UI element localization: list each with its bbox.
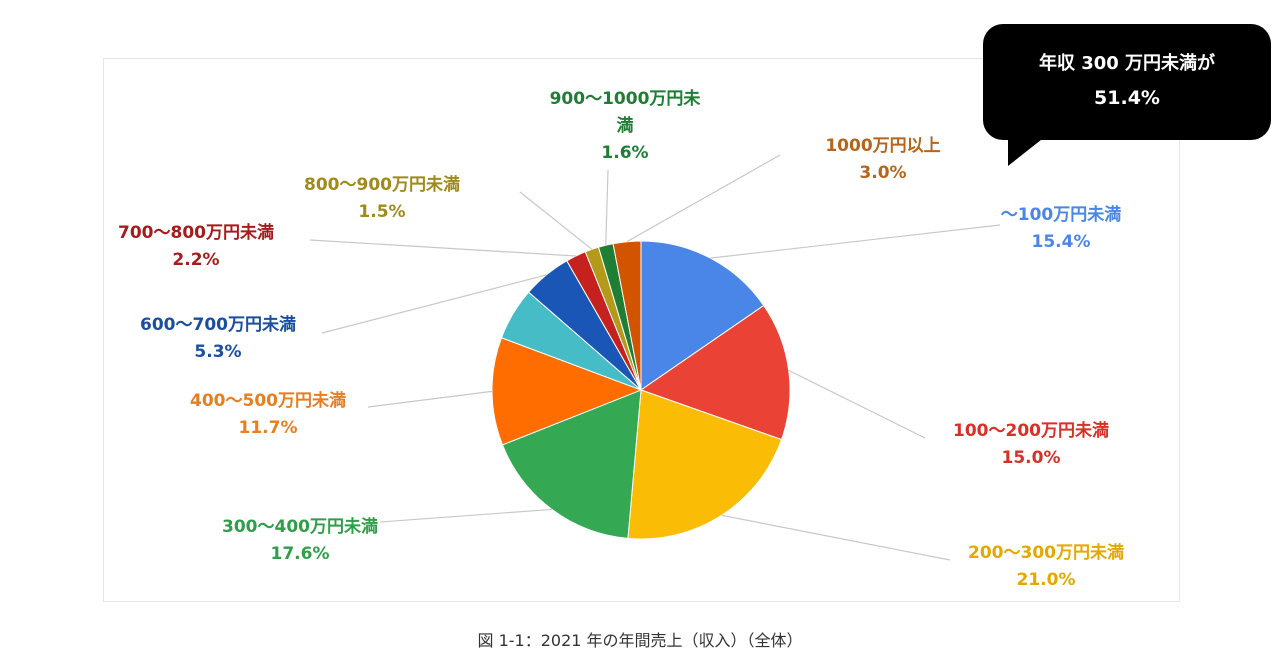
leader-line-9 — [605, 169, 609, 246]
leader-line-3 — [379, 508, 552, 523]
slice-label-10: 1000万円以上 3.0% — [825, 133, 940, 187]
callout-line-1: 年収 300 万円未満が — [1038, 53, 1216, 74]
leader-line-8 — [519, 191, 593, 250]
slice-label-3: 300〜400万円未満 17.6% — [222, 514, 378, 568]
leader-line-0 — [710, 224, 1001, 259]
pie-slice-0 — [640, 240, 765, 391]
slice-label-percent-8: 1.5% — [358, 202, 406, 222]
slice-label-name-4: 400〜500万円未満 — [190, 391, 346, 411]
slice-label-percent-0: 15.4% — [1031, 232, 1091, 252]
slice-label-name-10: 1000万円以上 — [825, 136, 941, 156]
slice-label-percent-7: 2.2% — [172, 250, 220, 270]
callout-line-2: 51.4% — [1094, 87, 1160, 109]
slice-label-percent-10: 3.0% — [859, 163, 907, 183]
slice-label-percent-1: 15.0% — [1001, 448, 1061, 468]
slice-label-name-2: 200〜300万円未満 — [968, 543, 1124, 563]
slice-label-name-7: 700〜800万円未満 — [118, 223, 274, 243]
slice-label-name-9: 900〜1000万円未満 — [549, 89, 701, 136]
pie-slice-10 — [612, 240, 642, 391]
callout-tail — [1008, 136, 1046, 166]
leader-line-4 — [367, 390, 493, 408]
callout-box: 年収 300 万円未満が 51.4% — [983, 24, 1271, 140]
leader-line-1 — [788, 369, 926, 439]
leader-line-6 — [321, 274, 547, 334]
pie-slice-4 — [491, 337, 643, 446]
slice-label-name-6: 600〜700万円未満 — [140, 315, 296, 335]
slice-label-percent-2: 21.0% — [1016, 570, 1076, 590]
figure-caption: 図 1-1：2021 年の年間売上（収入）（全体） — [477, 631, 803, 650]
slice-label-name-0: 〜100万円未満 — [1000, 205, 1122, 225]
leader-line-2 — [721, 514, 951, 561]
slice-label-percent-9: 1.6% — [601, 143, 649, 163]
slice-label-percent-4: 11.7% — [238, 418, 298, 438]
slice-label-percent-6: 5.3% — [194, 342, 242, 362]
slice-label-4: 400〜500万円未満 11.7% — [190, 388, 346, 442]
slice-label-1: 100〜200万円未満 15.0% — [953, 418, 1109, 472]
pie-slice-1 — [639, 304, 791, 441]
slice-label-name-1: 100〜200万円未満 — [953, 421, 1109, 441]
leader-line-7 — [309, 239, 576, 257]
leader-line-10 — [626, 154, 781, 243]
slice-label-name-3: 300〜400万円未満 — [222, 517, 378, 537]
slice-label-name-8: 800〜900万円未満 — [304, 175, 460, 195]
slice-label-9: 900〜1000万円未満 1.6% — [550, 86, 701, 167]
slice-label-2: 200〜300万円未満 21.0% — [968, 540, 1124, 594]
slice-label-percent-3: 17.6% — [270, 544, 330, 564]
slice-label-8: 800〜900万円未満 1.5% — [304, 172, 460, 226]
pie-slice-3 — [501, 389, 642, 539]
slice-label-6: 600〜700万円未満 5.3% — [140, 312, 296, 366]
slice-label-0: 〜100万円未満 15.4% — [1001, 202, 1122, 256]
slice-label-7: 700〜800万円未満 2.2% — [118, 220, 274, 274]
